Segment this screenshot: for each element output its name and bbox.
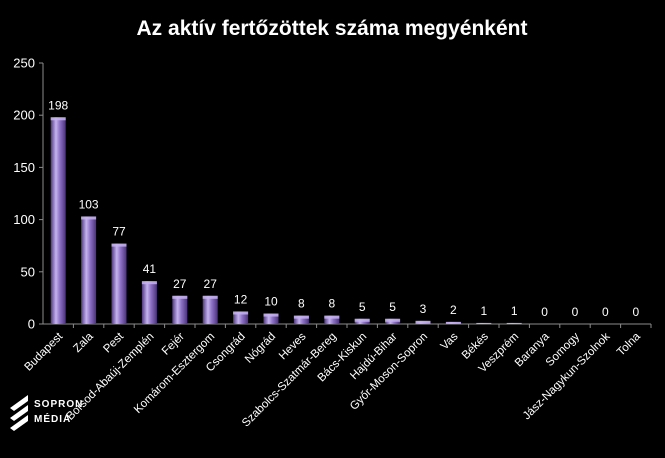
data-label: 12 — [234, 292, 248, 306]
bar — [263, 313, 279, 324]
category-label: Zala — [71, 330, 96, 355]
data-label: 1 — [511, 304, 518, 318]
logo-line2: MÉDIA — [34, 412, 71, 425]
bar-top-highlight — [202, 295, 218, 299]
data-label: 77 — [112, 225, 126, 239]
data-label: 5 — [389, 300, 396, 314]
bar-top-highlight — [172, 295, 188, 299]
bar-top-highlight — [233, 311, 249, 315]
category-label: Tolna — [615, 330, 643, 358]
bar-top-highlight — [141, 281, 157, 285]
data-label: 1 — [480, 304, 487, 318]
category-label: Vas — [439, 330, 461, 352]
bar — [233, 311, 249, 324]
data-label: 10 — [264, 295, 278, 309]
bar — [111, 243, 127, 324]
bar — [172, 295, 188, 324]
y-tick-label: 100 — [13, 212, 35, 227]
logo-mark-icon — [10, 395, 28, 431]
y-tick-label: 200 — [13, 108, 35, 123]
category-label: Nógrád — [243, 331, 278, 366]
data-label: 103 — [79, 197, 99, 211]
category-label: Fejér — [160, 331, 187, 358]
bar-top-highlight — [445, 321, 461, 324]
data-label: 198 — [48, 98, 68, 112]
bar — [50, 117, 66, 325]
data-label: 0 — [541, 305, 548, 319]
chart-title: Az aktív fertőzöttek száma megyénként — [137, 17, 528, 40]
data-label: 5 — [359, 300, 366, 314]
bar-top-highlight — [415, 320, 431, 324]
y-tick-label: 250 — [13, 56, 35, 71]
data-label: 27 — [204, 277, 218, 291]
y-tick-label: 150 — [13, 160, 35, 175]
bar-top-highlight — [263, 313, 279, 317]
bar-top-highlight — [81, 216, 97, 220]
data-label: 0 — [602, 305, 609, 319]
data-label: 27 — [173, 277, 187, 291]
bar-top-highlight — [50, 117, 66, 121]
category-label: Budapest — [22, 330, 65, 373]
bar — [202, 295, 218, 324]
data-label: 0 — [572, 305, 579, 319]
y-tick-label: 50 — [21, 264, 35, 279]
logo-line1: SOPRON — [34, 399, 83, 410]
bar-top-highlight — [476, 322, 492, 324]
bar-top-highlight — [385, 318, 401, 322]
bar — [141, 281, 157, 324]
bar — [81, 216, 97, 324]
data-label: 3 — [420, 302, 427, 316]
bar-top-highlight — [293, 315, 309, 319]
data-label: 0 — [632, 305, 639, 319]
y-tick-label: 0 — [28, 317, 35, 332]
bar-top-highlight — [354, 318, 370, 322]
data-label: 8 — [328, 297, 335, 311]
bar-top-highlight — [324, 315, 340, 319]
sopron-media-logo: SOPRON MÉDIA — [10, 395, 83, 431]
bar-top-highlight — [111, 243, 127, 247]
bar-top-highlight — [506, 322, 522, 324]
category-label: Pest — [101, 330, 126, 355]
bar — [324, 315, 340, 324]
data-label: 2 — [450, 303, 457, 317]
data-label: 8 — [298, 297, 305, 311]
bar — [293, 315, 309, 324]
data-label: 41 — [143, 262, 157, 276]
